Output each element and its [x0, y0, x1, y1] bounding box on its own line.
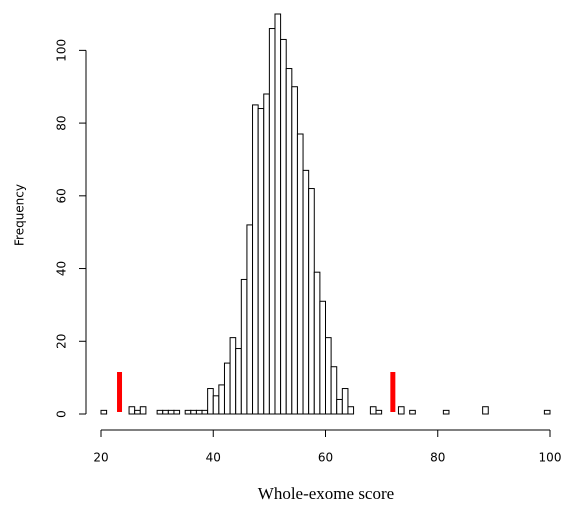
bar — [302, 169, 310, 415]
bar — [162, 409, 169, 415]
bar — [442, 409, 450, 415]
bar — [240, 278, 248, 415]
bar — [291, 86, 298, 415]
bar — [223, 362, 231, 415]
bar — [246, 224, 254, 415]
bar — [296, 133, 304, 415]
bar — [482, 406, 489, 415]
x-tick-label: 80 — [430, 451, 445, 465]
bar — [369, 406, 377, 415]
bar — [543, 409, 551, 415]
x-tick-label: 40 — [206, 451, 221, 465]
bar — [409, 409, 416, 415]
y-tick-label: 40 — [55, 261, 69, 276]
bar — [252, 104, 259, 415]
highlight-marker — [390, 372, 396, 412]
bar — [100, 409, 108, 415]
y-axis-label: Frequency — [13, 184, 27, 246]
bar — [325, 337, 332, 415]
highlight-marker — [117, 372, 123, 412]
bar — [201, 409, 209, 415]
bar — [156, 409, 164, 415]
bar — [195, 409, 203, 415]
bar — [128, 406, 136, 415]
bar — [268, 28, 276, 415]
bar — [375, 409, 383, 415]
bar — [263, 93, 270, 415]
bar — [280, 38, 287, 415]
bar — [134, 409, 141, 415]
bar — [341, 388, 349, 415]
y-tick-label: 100 — [55, 39, 69, 62]
bar — [308, 188, 315, 415]
bar — [167, 409, 175, 415]
bar — [330, 366, 338, 415]
y-tick-label: 80 — [55, 115, 69, 130]
y-tick-label: 60 — [55, 188, 69, 203]
x-tick-label: 20 — [93, 451, 108, 465]
bar — [397, 406, 405, 415]
y-tick-label: 0 — [55, 410, 69, 418]
y-tick-label: 20 — [55, 334, 69, 349]
bar — [235, 348, 242, 415]
bar — [218, 384, 225, 415]
bar — [139, 406, 147, 415]
bar — [229, 337, 237, 415]
bar — [207, 388, 214, 415]
bar — [173, 409, 181, 415]
bar — [336, 398, 343, 415]
bar — [190, 409, 197, 415]
bar — [313, 271, 321, 415]
bar — [319, 300, 327, 415]
bar — [285, 68, 293, 415]
bar — [257, 108, 265, 415]
bar — [347, 406, 355, 415]
bar — [274, 13, 282, 415]
bar — [184, 409, 192, 415]
x-axis-label: Whole-exome score — [258, 484, 394, 503]
x-tick-label: 60 — [318, 451, 333, 465]
x-tick-label: 100 — [539, 451, 562, 465]
bar — [212, 395, 220, 415]
